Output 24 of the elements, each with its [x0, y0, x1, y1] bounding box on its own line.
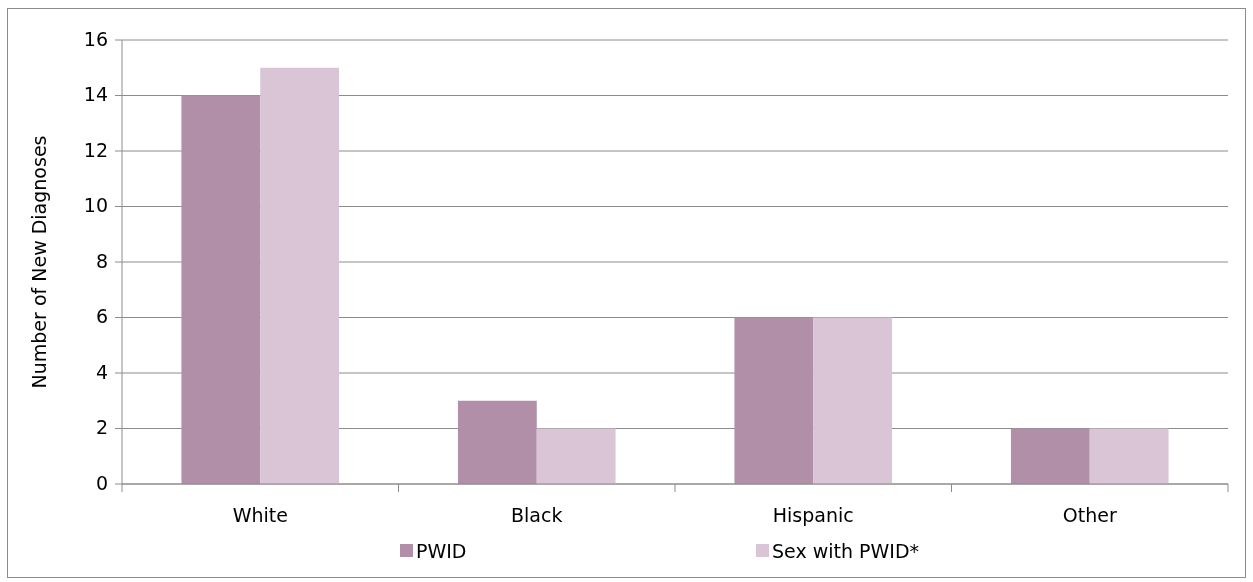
y-tick-label: 0 — [95, 471, 108, 494]
bar — [734, 317, 814, 484]
y-axis-title: Number of New Diagnoses — [27, 135, 50, 389]
bar — [813, 317, 893, 484]
y-tick-label: 14 — [83, 83, 108, 105]
bar — [1089, 428, 1169, 484]
x-tick-label: Hispanic — [772, 503, 854, 526]
bar — [457, 400, 537, 484]
x-tick-label: Black — [511, 503, 563, 526]
bar — [1010, 428, 1090, 484]
y-tick-label: 4 — [95, 360, 108, 383]
legend-label: PWID — [416, 539, 467, 562]
y-tick-label: 10 — [83, 194, 108, 216]
bar — [536, 428, 616, 484]
y-tick-label: 12 — [83, 138, 108, 161]
y-tick-label: 8 — [95, 249, 108, 272]
y-tick-label: 6 — [95, 305, 108, 327]
bar — [181, 95, 261, 484]
x-tick-label: White — [232, 503, 288, 526]
bar — [260, 67, 340, 484]
x-tick-label: Other — [1062, 503, 1117, 526]
y-tick-label: 16 — [83, 27, 108, 50]
legend-label: Sex with PWID* — [772, 539, 920, 562]
y-tick-label: 2 — [95, 416, 108, 438]
